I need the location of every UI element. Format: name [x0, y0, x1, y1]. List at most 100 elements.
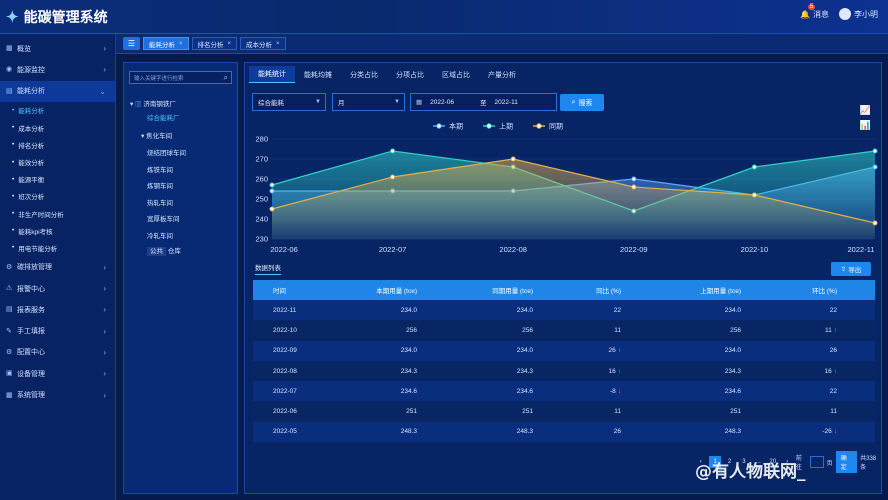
cell-value: -26	[822, 428, 832, 436]
date-start[interactable]: 2022-06	[430, 98, 455, 106]
main-tab[interactable]: 分项占比	[396, 71, 424, 79]
main-tab[interactable]: 分类占比	[350, 71, 378, 79]
date-end[interactable]: 2022-11	[494, 98, 518, 106]
user-menu[interactable]: 李小明	[839, 8, 878, 20]
tree-node[interactable]: 烧结团球车间	[147, 150, 186, 157]
sidebar-item[interactable]: ▣ 设备管理 ›	[0, 363, 115, 384]
tree-search-input[interactable]: 输入关键字进行检索 ⌕	[129, 71, 232, 84]
sidebar-item-energy-analysis[interactable]: ▤ 能耗分析 ⌄	[0, 80, 115, 102]
sidebar-item-overview[interactable]: ▦ 概览 ›	[0, 38, 115, 59]
bullet-icon: •	[12, 210, 15, 218]
sidebar-subitem-label: 能源平衡	[18, 177, 45, 185]
sidebar-subitem[interactable]: • 用电节能分析	[0, 239, 115, 256]
table-cell: 256	[333, 327, 417, 334]
sidebar-item[interactable]: ⚠ 报警中心 ›	[0, 278, 115, 299]
tree-node[interactable]: 冷轧车间	[147, 232, 173, 240]
close-icon[interactable]: ×	[179, 40, 183, 47]
sidebar-item-energy-monitor[interactable]: ◉ 能源监控 ›	[0, 59, 115, 80]
cell-value: 2022-07	[273, 387, 297, 395]
chevron-right-icon[interactable]: ›	[786, 459, 789, 465]
page-input[interactable]	[810, 456, 824, 468]
messages-button[interactable]: 🔔 5 消息	[800, 3, 829, 20]
tab-label: 排名分析	[197, 41, 224, 49]
cell-value: 11	[614, 326, 621, 334]
sidebar-subitem[interactable]: • 排名分析	[0, 136, 115, 153]
tree-node[interactable]: 热轧车间	[147, 199, 173, 207]
chevron-right-icon: ›	[103, 369, 106, 379]
tree-node-group[interactable]: ▾ 焦化车间	[141, 133, 173, 140]
table-cell: -26 ↓	[741, 428, 837, 435]
tab[interactable]: 能耗分析 ×	[143, 37, 189, 50]
column-header: 环比 (%)	[812, 288, 837, 295]
sidebar-item[interactable]: ⚙ 配置中心 ›	[0, 342, 115, 363]
alarm-icon: ⚠	[6, 285, 13, 293]
sidebar-subitem[interactable]: • 班次分析	[0, 188, 115, 205]
monitor-icon: ◉	[6, 66, 13, 74]
table-row: 2022-09 234.0 234.0 26 ↑ 234.0 26	[253, 340, 875, 361]
sidebar-item[interactable]: ▤ 报表服务 ›	[0, 299, 115, 320]
search-icon[interactable]: ⌕	[223, 73, 228, 82]
series-area	[272, 159, 875, 239]
bar-chart-icon[interactable]: 📊	[859, 120, 871, 130]
date-sep: 至	[480, 100, 487, 107]
export-button[interactable]: ⇪ 导出	[831, 262, 871, 276]
arrow-up-icon: ↑	[617, 347, 621, 355]
bullet-icon: •	[12, 192, 15, 200]
factory-icon: ▥	[135, 101, 142, 108]
table-cell: 11	[533, 327, 621, 334]
line-chart-icon[interactable]: 📈	[859, 105, 871, 115]
tree-node[interactable]: 宽厚板车间	[147, 216, 180, 223]
table-row: 2022-10 256 256 11 256 11 ↑	[253, 320, 875, 341]
sidebar-item[interactable]: ▦ 系统管理 ›	[0, 384, 115, 405]
y-tick-label: 270	[255, 155, 268, 164]
tab[interactable]: 排名分析 ×	[191, 37, 238, 50]
sidebar-item[interactable]: ✎ 手工填报 ›	[0, 320, 115, 341]
search-button[interactable]: ⌕ 搜索	[560, 94, 604, 111]
main-tab[interactable]: 区域占比	[442, 71, 470, 79]
sidebar-subitem[interactable]: • 能耗分析	[0, 102, 115, 119]
cell-value: 234.3	[400, 367, 417, 375]
page-button[interactable]: 20	[769, 459, 777, 465]
sidebar-item[interactable]: ⚙ 碳排放管理 ›	[0, 257, 115, 278]
cell-value: 256	[406, 326, 417, 334]
close-icon[interactable]: ×	[276, 40, 280, 47]
chevron-right-icon: ›	[103, 390, 106, 400]
tree-node-public[interactable]: 公共 仓库	[147, 245, 181, 256]
page-button[interactable]: ...	[755, 459, 761, 465]
data-point	[269, 182, 275, 188]
close-icon[interactable]: ×	[227, 40, 232, 47]
config-icon: ⚙	[6, 348, 13, 356]
sidebar-subitem[interactable]: • 非生产时间分析	[0, 205, 115, 222]
tree-group-label: 焦化车间	[146, 133, 173, 140]
tree-node[interactable]: 炼铁车间	[147, 166, 173, 174]
sidebar-subitem[interactable]: • 能源平衡	[0, 171, 115, 188]
confirm-button[interactable]: 确定	[835, 451, 858, 473]
page-button[interactable]: 2	[727, 459, 732, 465]
page-button[interactable]: 3	[742, 459, 746, 465]
tree-node-selected[interactable]: 综合能耗厂	[147, 112, 180, 122]
tree-node[interactable]: 炼钢车间	[147, 183, 173, 190]
cell-value: 248.3	[724, 428, 741, 436]
tab[interactable]: 成本分析 ×	[240, 37, 286, 50]
page-button[interactable]: 1	[709, 456, 721, 468]
menu-toggle-button[interactable]: ☰	[123, 37, 140, 50]
table-cell: 248.3	[417, 428, 533, 435]
x-tick-label: 2022-06	[270, 245, 298, 254]
tree-node-root[interactable]: ▾ ▥ 济南钢铁厂	[130, 101, 176, 108]
energy-type-select[interactable]: 综合能耗 ▼	[252, 93, 326, 111]
table-row: 2022-05 248.3 248.3 26 248.3 -26 ↓	[253, 421, 875, 443]
chevron-down-icon: ▼	[315, 99, 321, 105]
sidebar-subitem[interactable]: • 成本分析	[0, 119, 115, 136]
date-range-picker[interactable]: ▦ 2022-06 至 2022-11	[410, 93, 557, 111]
main-tab[interactable]: 产量分析	[488, 71, 516, 79]
main-tab[interactable]: 能耗均摊	[304, 71, 332, 79]
chevron-left-icon[interactable]: ‹	[699, 459, 702, 465]
main-tab[interactable]: 能耗统计	[249, 66, 295, 83]
legend-marker	[486, 123, 492, 129]
sidebar-subitem[interactable]: • 能耗kpi考核	[0, 222, 115, 239]
sidebar-subitem[interactable]: • 能效分析	[0, 153, 115, 170]
table-cell: 234.0	[333, 307, 417, 314]
period-select[interactable]: 月 ▼	[332, 93, 405, 111]
chevron-right-icon: ›	[103, 284, 106, 294]
cell-value: 22	[829, 306, 837, 314]
